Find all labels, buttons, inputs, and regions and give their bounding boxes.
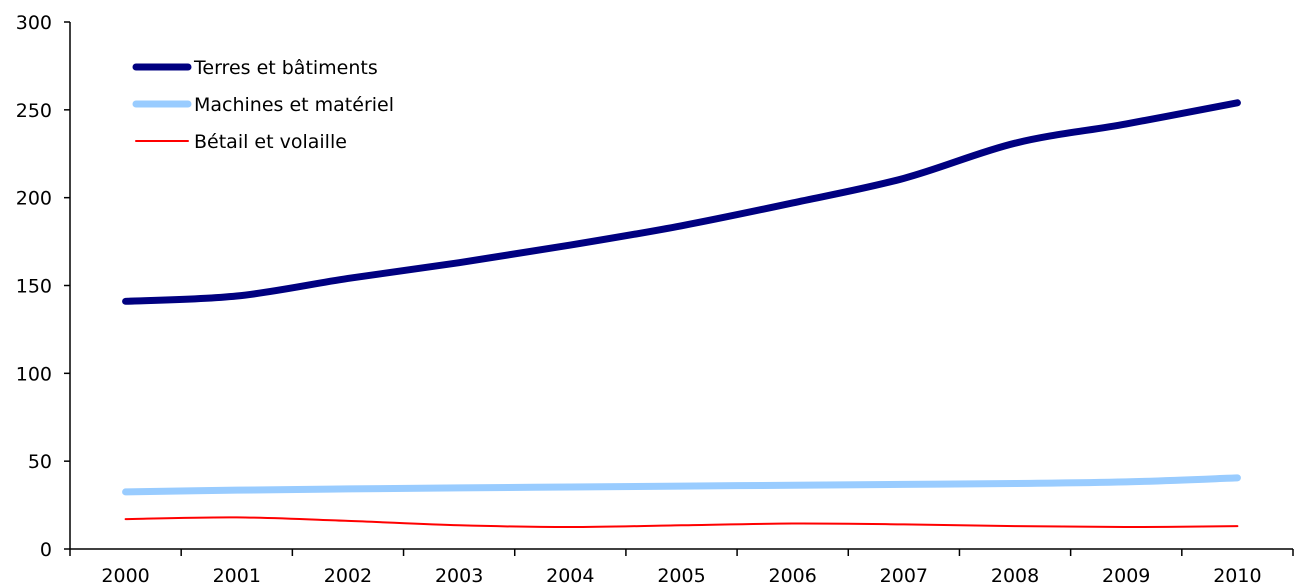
legend-label-0: Terres et bâtiments: [193, 57, 378, 79]
x-tick-label: 2003: [435, 565, 483, 587]
x-tick-label: 2001: [213, 565, 261, 587]
series-line-1: [122, 474, 1241, 496]
axes: 0 50 100 150 200 250 300 2000 2001 2002 2003 2004 20…: [16, 12, 1294, 587]
legend-label-2: Bétail et volaille: [194, 131, 347, 153]
x-tick-label: 2005: [657, 565, 705, 587]
x-tick-label: 2007: [880, 565, 928, 587]
x-tick-label: 2004: [546, 565, 594, 587]
x-tick-label: 2008: [991, 565, 1039, 587]
y-tick-label: 300: [16, 12, 52, 34]
x-tick-label: 2010: [1213, 565, 1261, 587]
y-tick-label: 100: [16, 363, 52, 385]
y-tick-label: 150: [16, 276, 52, 298]
y-tick-label: 50: [28, 451, 52, 473]
y-tick-label: 200: [16, 188, 52, 210]
x-tick-label: 2000: [101, 565, 149, 587]
series-line-0: [122, 99, 1241, 305]
legend-label-1: Machines et matériel: [194, 94, 394, 116]
series-lines: [122, 99, 1241, 529]
x-tick-label: 2002: [324, 565, 372, 587]
series-line-2: [124, 516, 1239, 529]
y-tick-label: 0: [40, 539, 52, 561]
y-tick-label: 250: [16, 100, 52, 122]
x-tick-label: 2006: [769, 565, 817, 587]
legend: Terres et bâtiments Machines et matériel B…: [132, 57, 394, 153]
x-tick-label: 2009: [1102, 565, 1150, 587]
